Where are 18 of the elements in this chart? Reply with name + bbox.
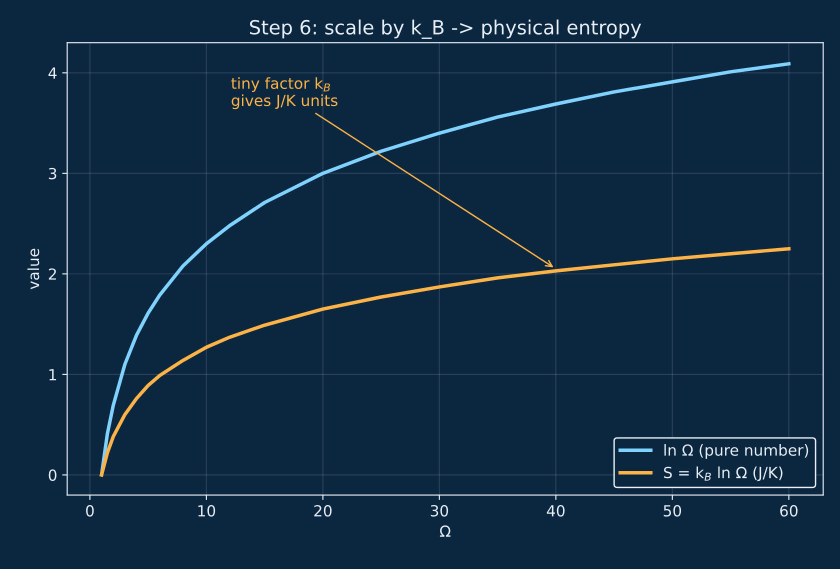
x-tick-label: 20 bbox=[314, 505, 332, 517]
x-tick-label: 50 bbox=[664, 505, 682, 517]
y-axis-title: value bbox=[27, 248, 40, 290]
x-axis-title: Ω bbox=[440, 525, 450, 537]
y-tick-label: 4 bbox=[48, 68, 57, 79]
x-tick-label: 0 bbox=[86, 505, 94, 517]
x-tick-label: 30 bbox=[430, 505, 448, 517]
x-tick-label: 40 bbox=[546, 505, 565, 517]
y-tick-label: 3 bbox=[48, 168, 56, 180]
legend-label: ln Ω (pure number) bbox=[664, 444, 808, 459]
y-tick-label: 0 bbox=[48, 469, 56, 481]
annotation: tiny factor k$_{B}$ gives J/K units bbox=[231, 77, 338, 110]
x-tick-label: 60 bbox=[780, 505, 798, 517]
chart-title: Step 6: scale by k_B -> physical entropy bbox=[250, 20, 642, 39]
y-tick-label: 1 bbox=[49, 369, 56, 380]
legend-label: S = k$_{B}$ ln Ω (J/K) bbox=[664, 466, 782, 482]
x-tick-label: 10 bbox=[198, 505, 216, 517]
y-tick-label: 2 bbox=[48, 268, 56, 280]
